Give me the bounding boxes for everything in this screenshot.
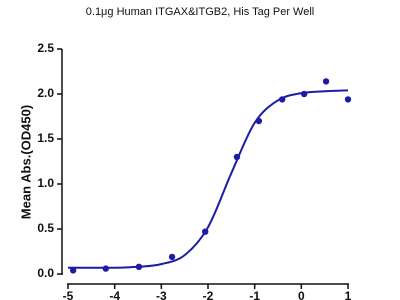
data-point: [255, 117, 263, 125]
data-point: [322, 78, 330, 85]
chart-title: 0.1μg Human ITGAX&ITGB2, His Tag Per Wel…: [86, 6, 314, 18]
data-point: [69, 267, 77, 274]
y-tick-label: 1.0: [37, 176, 54, 190]
y-tick-label: 1.5: [37, 131, 54, 145]
x-tick-label: -4: [109, 289, 120, 300]
y-tick-label: 2.5: [37, 41, 54, 55]
x-tick-label: 1: [345, 289, 352, 300]
data-point: [102, 265, 110, 272]
data-point: [135, 263, 143, 270]
y-tick-label: 0.0: [37, 266, 54, 280]
data-point: [168, 253, 176, 261]
y-tick-label: 2.0: [37, 86, 54, 100]
fit-curve: [67, 89, 349, 269]
x-tick-label: -3: [156, 289, 167, 300]
x-tick-label: -2: [203, 289, 214, 300]
x-tick-label: -5: [63, 289, 74, 300]
data-point: [300, 90, 308, 98]
y-tick-label: 0.5: [37, 221, 54, 235]
data-point: [202, 228, 209, 235]
x-tick-label: 0: [298, 289, 305, 300]
x-tick-label: -1: [249, 289, 260, 300]
data-point: [233, 153, 241, 161]
y-axis-label: Mean Abs.(OD450): [18, 105, 33, 219]
data-point: [344, 96, 352, 103]
data-point: [279, 96, 286, 103]
